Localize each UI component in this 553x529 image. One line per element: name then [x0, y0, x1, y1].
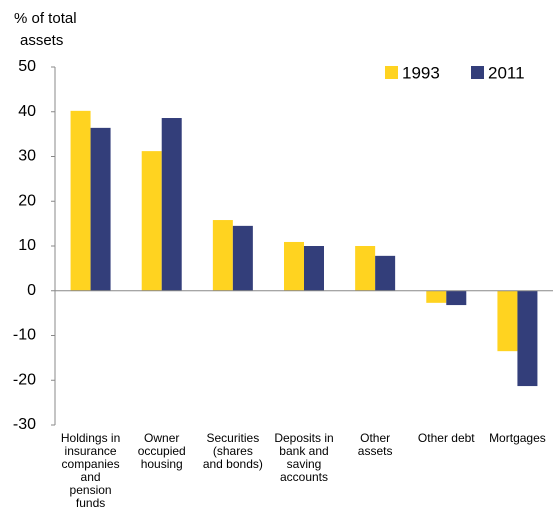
- y-tick-label: -20: [13, 371, 36, 388]
- x-tick-label: Securities: [207, 431, 260, 445]
- x-tick-label: companies: [62, 457, 120, 471]
- y-axis-label: assets: [20, 32, 63, 49]
- bar: [355, 246, 376, 291]
- y-tick-label: 40: [18, 103, 36, 120]
- x-tick-label: Deposits in: [274, 431, 333, 445]
- bar: [517, 290, 538, 387]
- y-tick-label: 50: [18, 58, 36, 75]
- y-tick-label: 30: [18, 148, 36, 165]
- y-tick-label: 0: [27, 282, 36, 299]
- legend-swatch: [471, 66, 484, 79]
- bar: [212, 220, 233, 291]
- bar: [375, 255, 396, 291]
- bar: [70, 110, 91, 291]
- y-tick-label: -10: [13, 327, 36, 344]
- x-tick-label: and: [81, 470, 101, 484]
- bar: [304, 246, 324, 291]
- legend-label: 1993: [402, 63, 440, 82]
- x-tick-label: occupied: [138, 444, 186, 458]
- x-tick-label: assets: [358, 444, 393, 458]
- y-tick-label: -30: [13, 416, 36, 433]
- x-tick-label: Holdings in: [61, 431, 120, 445]
- legend-swatch: [385, 66, 398, 79]
- bar: [446, 290, 467, 306]
- x-tick-label: Mortgages: [489, 431, 546, 445]
- bar: [90, 127, 111, 291]
- bar: [232, 225, 253, 291]
- legend-label: 2011: [488, 63, 525, 82]
- bar: [284, 241, 304, 291]
- x-tick-label: funds: [76, 496, 105, 510]
- x-tick-label: and bonds): [203, 457, 263, 471]
- x-tick-label: Owner: [144, 431, 179, 445]
- y-axis-label: % of total: [14, 10, 77, 27]
- y-tick-label: 10: [18, 237, 36, 254]
- x-tick-label: bank and: [279, 444, 328, 458]
- x-tick-label: accounts: [280, 470, 328, 484]
- bar: [161, 118, 182, 291]
- x-tick-label: housing: [141, 457, 183, 471]
- x-tick-label: insurance: [65, 444, 117, 458]
- bar: [497, 290, 518, 352]
- x-tick-label: Other: [360, 431, 390, 445]
- x-tick-label: saving: [287, 457, 322, 471]
- bar: [426, 290, 447, 303]
- x-tick-label: (shares: [213, 444, 253, 458]
- y-tick-label: 20: [18, 192, 36, 209]
- bar: [141, 151, 162, 291]
- x-tick-label: Other debt: [418, 431, 475, 445]
- x-tick-label: pension: [70, 483, 112, 497]
